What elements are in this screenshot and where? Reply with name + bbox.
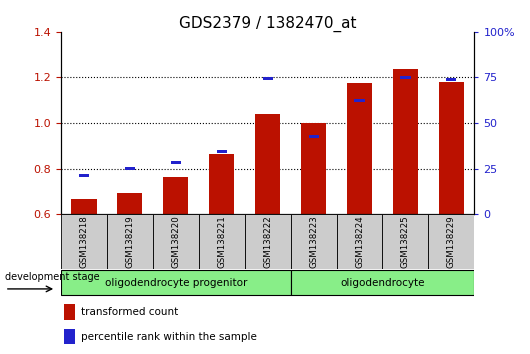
Text: oligodendrocyte: oligodendrocyte [340,278,425,288]
Text: GSM138222: GSM138222 [263,215,272,268]
Title: GDS2379 / 1382470_at: GDS2379 / 1382470_at [179,16,356,32]
Text: GSM138224: GSM138224 [355,215,364,268]
Bar [301,123,326,214]
Bar [61,214,107,269]
Bar [308,135,319,138]
Bar [163,177,189,214]
Bar [383,214,428,269]
Bar [117,193,143,214]
Bar [61,270,290,295]
Text: GSM138221: GSM138221 [217,215,226,268]
Bar [337,214,383,269]
Bar [64,329,75,344]
Text: oligodendrocyte progenitor: oligodendrocyte progenitor [104,278,247,288]
Bar [446,78,456,81]
Bar [199,214,245,269]
Bar [428,214,474,269]
Text: GSM138219: GSM138219 [126,215,134,268]
Text: GSM138218: GSM138218 [80,215,89,268]
Bar [290,214,337,269]
Text: percentile rank within the sample: percentile rank within the sample [81,332,257,342]
Bar [217,150,227,153]
Text: GSM138223: GSM138223 [309,215,318,268]
Bar [64,304,75,320]
Bar [400,76,411,79]
Text: development stage: development stage [5,272,100,282]
Text: GSM138229: GSM138229 [447,215,456,268]
Bar [262,77,273,80]
Bar [290,270,474,295]
Bar [71,199,96,214]
Text: GSM138225: GSM138225 [401,215,410,268]
Bar [79,174,89,177]
Bar [209,154,234,214]
Bar [153,214,199,269]
Text: transformed count: transformed count [81,307,179,317]
Bar [355,99,365,102]
Bar [393,69,418,214]
Bar [107,214,153,269]
Bar [347,83,372,214]
Bar [439,82,464,214]
Bar [255,114,280,214]
Text: GSM138220: GSM138220 [171,215,180,268]
Bar [245,214,290,269]
Bar [125,167,135,170]
Bar [171,161,181,164]
